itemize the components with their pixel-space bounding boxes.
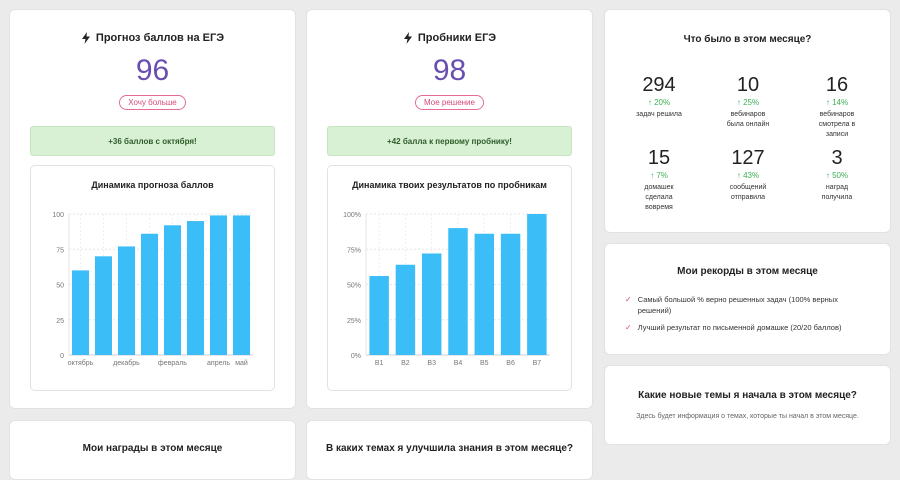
x-tick-label: B2 xyxy=(401,360,410,367)
trials-chart: Динамика твоих результатов по пробникам … xyxy=(327,165,572,391)
stat-value: 16 xyxy=(825,74,849,96)
stat-webinars-online: 10 ↑ 25% вебинаров была онлайн xyxy=(708,74,788,130)
x-tick-label: B7 xyxy=(533,360,542,367)
lightning-icon xyxy=(81,32,90,44)
stat-awards: 3 ↑ 50% наград получила xyxy=(797,147,877,203)
list-item: ✓ Самый большой % верно решенных задач (… xyxy=(625,294,870,316)
stat-label: наград получила xyxy=(821,184,853,201)
x-tick-label: B6 xyxy=(506,360,515,367)
month-summary-card: Что было в этом месяце? 294 ↑ 20% задач … xyxy=(604,9,891,233)
bar xyxy=(369,276,389,355)
forecast-title: Прогноз баллов на ЕГЭ xyxy=(10,32,295,44)
bar xyxy=(163,225,182,355)
forecast-chart-title: Динамика прогноза баллов xyxy=(91,180,214,190)
bar xyxy=(140,233,159,355)
improved-title: В каких темах я улучшила знания в этом м… xyxy=(325,443,573,454)
y-tick-label: 25% xyxy=(347,318,361,325)
trials-chart-svg: 0% 25% 50% 75% 100% B1 B2 B3 B4 B5 B6 B7 xyxy=(343,212,550,367)
y-tick-label: 50% xyxy=(347,283,361,290)
records-list: ✓ Самый большой % верно решенных задач (… xyxy=(625,294,870,339)
stat-change: ↑ 43% xyxy=(736,171,760,180)
x-tick-label: апрель xyxy=(207,360,230,367)
check-icon: ✓ xyxy=(625,295,632,304)
x-tick-label: B5 xyxy=(480,360,489,367)
awards-title: Мои награды в этом месяце xyxy=(82,443,223,454)
y-tick-label: 100% xyxy=(343,212,361,219)
improved-card: В каких темах я улучшила знания в этом м… xyxy=(306,420,593,480)
forecast-banner: +36 баллов с октября! xyxy=(30,126,275,156)
x-tick-label: октябрь xyxy=(68,359,94,367)
forecast-title-text: Прогноз баллов на ЕГЭ xyxy=(95,32,225,44)
y-tick-label: 75% xyxy=(347,247,361,254)
records-title: Мои рекорды в этом месяце xyxy=(677,266,818,277)
bar xyxy=(500,233,521,355)
y-tick-label: 25 xyxy=(56,318,64,325)
lightning-icon xyxy=(403,32,412,44)
y-tick-label: 75 xyxy=(56,247,64,254)
x-tick-label: B1 xyxy=(375,360,384,367)
stat-value: 3 xyxy=(831,147,843,169)
stat-value: 127 xyxy=(731,147,765,169)
stat-value: 15 xyxy=(647,147,671,169)
y-tick-label: 0% xyxy=(351,353,361,360)
bar xyxy=(117,246,136,355)
trials-banner: +42 балла к первому пробнику! xyxy=(327,126,572,156)
stat-label: задач решила xyxy=(636,111,682,118)
x-tick-label: B4 xyxy=(454,360,463,367)
x-tick-label: май xyxy=(235,359,248,367)
awards-card: Мои награды в этом месяце xyxy=(9,420,296,480)
stat-change: ↑ 7% xyxy=(650,171,668,180)
stat-value: 10 xyxy=(736,74,760,96)
check-icon: ✓ xyxy=(625,323,632,332)
trials-title-text: Пробники ЕГЭ xyxy=(417,32,497,44)
trials-title: Пробники ЕГЭ xyxy=(307,32,592,44)
my-solution-button[interactable]: Мое решение xyxy=(415,95,484,110)
stat-change: ↑ 50% xyxy=(825,171,849,180)
y-tick-label: 0 xyxy=(60,353,64,360)
month-summary-title: Что было в этом месяце? xyxy=(683,34,812,45)
bar xyxy=(209,215,228,355)
records-card: Мои рекорды в этом месяце ✓ Самый большо… xyxy=(604,243,891,355)
stat-homework: 15 ↑ 7% домашек сделала вовремя xyxy=(619,147,699,213)
stat-webinars-recorded: 16 ↑ 14% вебинаров смотрела в записи xyxy=(797,74,877,140)
bar xyxy=(186,221,205,355)
record-text: Самый большой % верно решенных задач (10… xyxy=(637,295,838,315)
forecast-chart-svg: 0 25 50 75 100 октябрь декабрь февраль апрель май xyxy=(52,212,253,367)
forecast-chart: Динамика прогноза баллов 0 25 50 75 100 октяб… xyxy=(30,165,275,391)
bar xyxy=(421,253,442,355)
stat-label: домашек сделала вовремя xyxy=(644,184,674,211)
list-item: ✓ Лучший результат по письменной домашке… xyxy=(625,322,870,333)
bar xyxy=(232,215,251,355)
bar xyxy=(448,228,468,355)
x-tick-label: декабрь xyxy=(113,359,140,367)
y-tick-label: 100 xyxy=(52,212,64,219)
record-text: Лучший результат по письменной домашке (… xyxy=(637,323,842,332)
new-topics-title: Какие новые темы я начала в этом месяце? xyxy=(638,390,857,401)
stat-value: 294 xyxy=(642,74,676,96)
forecast-score: 96 xyxy=(135,54,170,87)
stat-change: ↑ 25% xyxy=(736,98,760,107)
stat-messages: 127 ↑ 43% сообщений отправила xyxy=(708,147,788,203)
stat-label: сообщений отправила xyxy=(729,184,767,201)
bar xyxy=(474,233,495,355)
bar xyxy=(395,264,416,355)
new-topics-card: Какие новые темы я начала в этом месяце?… xyxy=(604,365,891,445)
bar xyxy=(527,214,547,355)
trials-card: Пробники ЕГЭ 98 Мое решение +42 балла к … xyxy=(306,9,593,409)
stat-tasks: 294 ↑ 20% задач решила xyxy=(619,74,699,120)
trials-chart-title: Динамика твоих результатов по пробникам xyxy=(352,180,547,190)
bar xyxy=(71,270,90,355)
stat-label: вебинаров была онлайн xyxy=(726,111,770,128)
forecast-card: Прогноз баллов на ЕГЭ 96 Хочу больше +36… xyxy=(9,9,296,409)
want-more-button[interactable]: Хочу больше xyxy=(119,95,186,110)
trials-score: 98 xyxy=(432,54,467,87)
stat-change: ↑ 20% xyxy=(647,98,671,107)
stat-label: вебинаров смотрела в записи xyxy=(818,111,856,138)
new-topics-note: Здесь будет информация о темах, которые … xyxy=(636,413,859,420)
y-tick-label: 50 xyxy=(56,283,64,290)
x-tick-label: февраль xyxy=(158,360,187,367)
stat-change: ↑ 14% xyxy=(825,98,849,107)
bar xyxy=(94,256,113,355)
x-tick-label: B3 xyxy=(427,360,436,367)
